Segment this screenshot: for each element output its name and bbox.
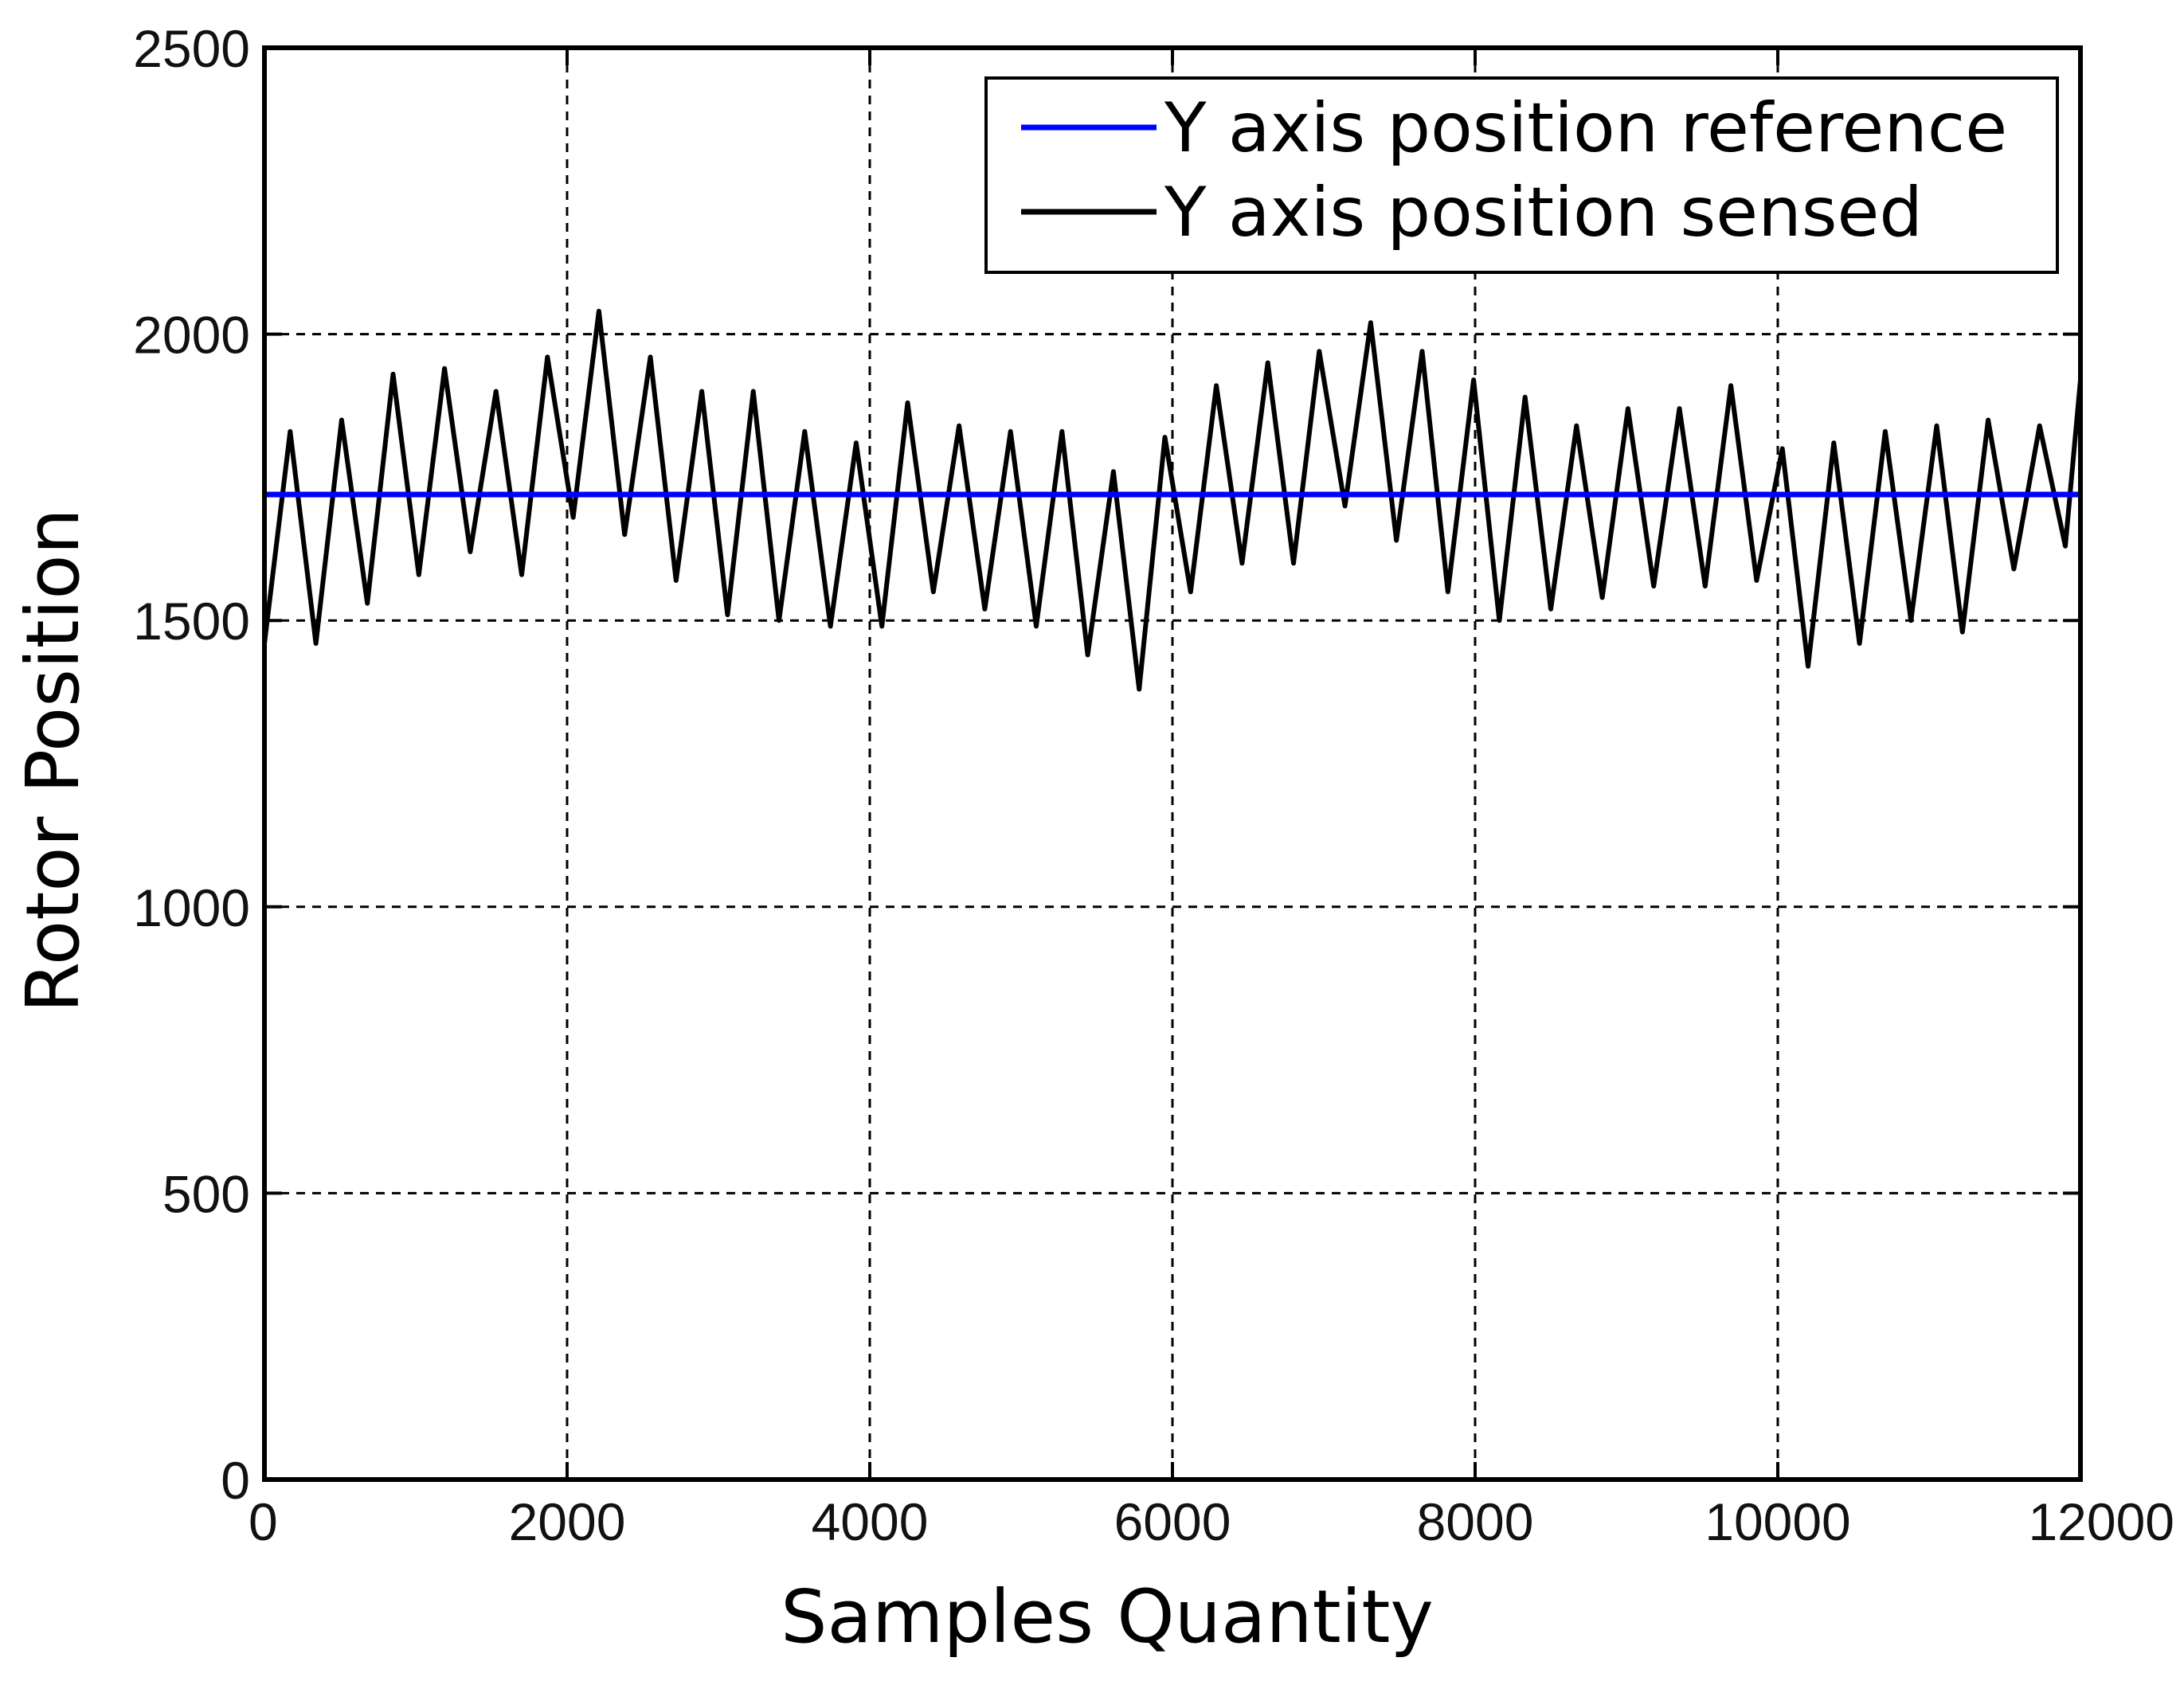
legend-label-reference: Y axis position reference [1164, 88, 2007, 168]
x-tick-label: 10000 [1705, 1492, 1851, 1551]
x-axis-label: Samples Quantity [781, 1574, 1434, 1659]
legend: Y axis position reference Y axis positio… [984, 76, 2059, 274]
x-tick-label: 8000 [1417, 1492, 1534, 1551]
tick-labels: 0 2000 4000 6000 8000 10000 12000 0 500 1000 1500 2… [133, 19, 2174, 1551]
ticks [263, 46, 2082, 1481]
series-line-sensed [262, 308, 2083, 692]
y-tick-label: 1500 [133, 592, 250, 651]
y-tick-label: 500 [162, 1164, 250, 1223]
legend-label-sensed: Y axis position sensed [1164, 173, 1923, 252]
x-tick-label: 2000 [509, 1492, 626, 1551]
x-tick-label: 0 [249, 1492, 278, 1551]
legend-box [984, 76, 2059, 274]
x-tick-label: 12000 [2028, 1492, 2174, 1551]
x-tick-label: 4000 [812, 1492, 929, 1551]
grid [264, 48, 2080, 1480]
x-tick-label: 6000 [1114, 1492, 1231, 1551]
y-tick-label: 2000 [133, 306, 250, 365]
y-tick-label: 2500 [133, 19, 250, 78]
y-axis-label: Rotor Position [10, 508, 96, 1013]
y-tick-label: 1000 [133, 878, 250, 937]
y-tick-label: 0 [221, 1451, 250, 1510]
series-layer [262, 308, 2083, 692]
